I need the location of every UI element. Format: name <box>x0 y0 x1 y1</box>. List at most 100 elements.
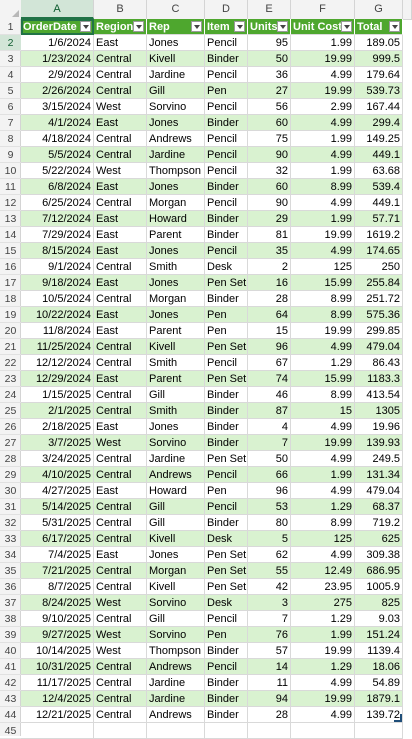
table-cell[interactable]: 6/8/2024 <box>21 179 94 195</box>
table-cell[interactable]: Jardine <box>147 451 205 467</box>
table-cell[interactable]: West <box>94 99 147 115</box>
table-cell[interactable]: 575.36 <box>355 307 403 323</box>
row-header[interactable]: 14 <box>0 227 21 243</box>
table-cell[interactable]: 1183.3 <box>355 371 403 387</box>
table-cell[interactable]: 1/23/2024 <box>21 51 94 67</box>
row-header[interactable]: 31 <box>0 499 21 515</box>
table-cell[interactable]: Pen Set <box>205 371 248 387</box>
table-cell[interactable]: Central <box>94 67 147 83</box>
table-cell[interactable]: West <box>94 643 147 659</box>
table-cell[interactable]: 4.99 <box>291 451 355 467</box>
header-cell[interactable]: Unit Cost <box>291 19 355 35</box>
table-cell[interactable]: 5/14/2025 <box>21 499 94 515</box>
table-cell[interactable]: 12.49 <box>291 563 355 579</box>
row-header[interactable]: 44 <box>0 707 21 723</box>
table-cell[interactable]: Central <box>94 147 147 163</box>
table-cell[interactable]: 96 <box>248 339 291 355</box>
table-cell[interactable]: 413.54 <box>355 387 403 403</box>
row-header[interactable]: 30 <box>0 483 21 499</box>
table-cell[interactable]: 719.2 <box>355 515 403 531</box>
table-cell[interactable]: 275 <box>291 595 355 611</box>
table-cell[interactable]: Pen <box>205 83 248 99</box>
row-header[interactable]: 39 <box>0 627 21 643</box>
table-cell[interactable]: 80 <box>248 515 291 531</box>
table-cell[interactable]: 686.95 <box>355 563 403 579</box>
table-cell[interactable]: Central <box>94 131 147 147</box>
table-cell[interactable]: 4.99 <box>291 547 355 563</box>
table-cell[interactable]: East <box>94 371 147 387</box>
column-header-a[interactable]: A <box>21 0 94 19</box>
table-cell[interactable]: 7/4/2025 <box>21 547 94 563</box>
table-cell[interactable] <box>147 723 205 739</box>
table-cell[interactable]: Binder <box>205 227 248 243</box>
table-cell[interactable] <box>248 723 291 739</box>
table-cell[interactable]: 7/12/2024 <box>21 211 94 227</box>
table-cell[interactable]: 1619.2 <box>355 227 403 243</box>
row-header[interactable]: 25 <box>0 403 21 419</box>
column-header-b[interactable]: B <box>94 0 147 19</box>
table-cell[interactable]: 53 <box>248 499 291 515</box>
table-cell[interactable]: 1.29 <box>291 611 355 627</box>
table-cell[interactable]: 19.99 <box>291 83 355 99</box>
table-cell[interactable]: 1.99 <box>291 131 355 147</box>
table-cell[interactable]: 2/18/2025 <box>21 419 94 435</box>
table-cell[interactable]: 95 <box>248 35 291 51</box>
table-cell[interactable]: Pencil <box>205 131 248 147</box>
table-cell[interactable]: 19.99 <box>291 227 355 243</box>
table-cell[interactable]: Central <box>94 83 147 99</box>
row-header[interactable]: 28 <box>0 451 21 467</box>
table-cell[interactable]: 74 <box>248 371 291 387</box>
table-cell[interactable]: 28 <box>248 707 291 723</box>
table-cell[interactable]: Binder <box>205 179 248 195</box>
table-cell[interactable]: 5 <box>248 531 291 547</box>
table-cell[interactable]: 4/1/2024 <box>21 115 94 131</box>
column-header-c[interactable]: C <box>147 0 205 19</box>
table-cell[interactable]: Kivell <box>147 51 205 67</box>
table-cell[interactable]: 29 <box>248 211 291 227</box>
table-cell[interactable]: 299.85 <box>355 323 403 339</box>
table-cell[interactable]: 12/29/2024 <box>21 371 94 387</box>
filter-dropdown-icon[interactable] <box>191 21 202 32</box>
table-cell[interactable]: Sorvino <box>147 435 205 451</box>
table-cell[interactable]: 15.99 <box>291 275 355 291</box>
table-cell[interactable]: 7 <box>248 611 291 627</box>
table-resize-handle[interactable] <box>394 714 402 722</box>
row-header[interactable]: 7 <box>0 115 21 131</box>
table-cell[interactable]: 2/9/2024 <box>21 67 94 83</box>
table-cell[interactable]: 131.34 <box>355 467 403 483</box>
table-cell[interactable]: 42 <box>248 579 291 595</box>
table-cell[interactable]: East <box>94 547 147 563</box>
row-header[interactable]: 8 <box>0 131 21 147</box>
filter-dropdown-icon[interactable] <box>133 21 144 32</box>
table-cell[interactable]: 8/15/2024 <box>21 243 94 259</box>
table-cell[interactable]: Central <box>94 707 147 723</box>
table-cell[interactable]: Andrews <box>147 467 205 483</box>
table-cell[interactable]: 19.99 <box>291 323 355 339</box>
table-cell[interactable]: 64 <box>248 307 291 323</box>
filter-dropdown-icon[interactable] <box>234 21 245 32</box>
table-cell[interactable]: 449.1 <box>355 195 403 211</box>
row-header[interactable]: 41 <box>0 659 21 675</box>
table-cell[interactable]: Pencil <box>205 147 248 163</box>
row-header[interactable]: 27 <box>0 435 21 451</box>
row-header[interactable]: 9 <box>0 147 21 163</box>
table-cell[interactable]: 60 <box>248 115 291 131</box>
table-cell[interactable]: Binder <box>205 51 248 67</box>
row-header[interactable]: 3 <box>0 51 21 67</box>
table-cell[interactable]: 1.29 <box>291 659 355 675</box>
row-header[interactable]: 24 <box>0 387 21 403</box>
table-cell[interactable]: East <box>94 211 147 227</box>
table-cell[interactable]: Smith <box>147 403 205 419</box>
table-cell[interactable]: 539.4 <box>355 179 403 195</box>
table-cell[interactable]: 8.99 <box>291 387 355 403</box>
table-cell[interactable]: 1.99 <box>291 163 355 179</box>
table-cell[interactable]: Pen <box>205 323 248 339</box>
row-header[interactable]: 18 <box>0 291 21 307</box>
table-cell[interactable]: 6/25/2024 <box>21 195 94 211</box>
table-cell[interactable]: 3/7/2025 <box>21 435 94 451</box>
table-cell[interactable]: 75 <box>248 131 291 147</box>
table-cell[interactable]: 4.99 <box>291 339 355 355</box>
row-header[interactable]: 19 <box>0 307 21 323</box>
table-cell[interactable]: 2/26/2024 <box>21 83 94 99</box>
table-cell[interactable]: 90 <box>248 195 291 211</box>
